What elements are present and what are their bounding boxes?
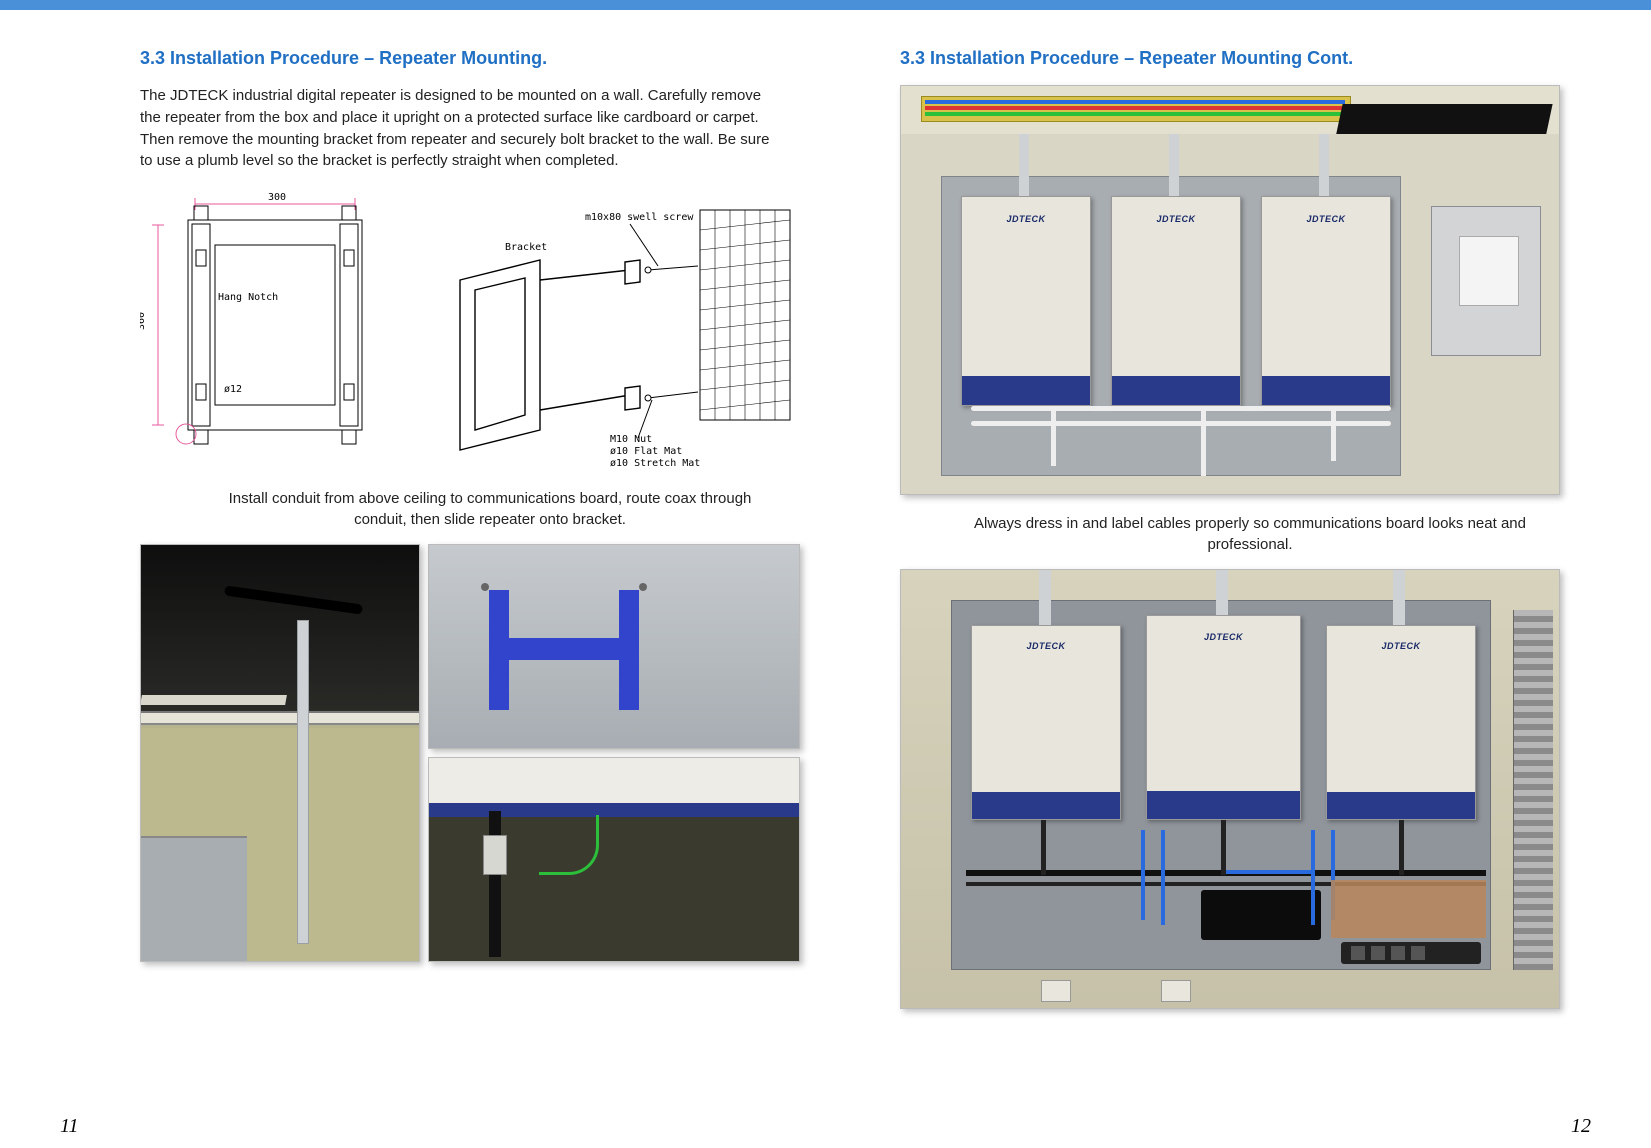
repeater-brand-2: JDTECK xyxy=(1112,214,1240,224)
page-number-left: 11 xyxy=(60,1115,79,1138)
section-heading-right: 3.3 Installation Procedure – Repeater Mo… xyxy=(900,48,1600,69)
repeater-brand-5: JDTECK xyxy=(1147,632,1300,642)
hole-dia-label: ø12 xyxy=(224,384,242,395)
photo-bracket-on-board xyxy=(428,544,800,749)
intro-paragraph: The JDTECK industrial digital repeater i… xyxy=(140,85,780,172)
photo-mounted-repeaters: JDTECK JDTECK JDTECK xyxy=(900,85,1560,495)
repeater-brand-6: JDTECK xyxy=(1327,641,1475,651)
right-caption: Always dress in and label cables properl… xyxy=(970,513,1530,555)
left-photo-grid xyxy=(140,544,800,962)
top-accent-bar xyxy=(0,0,1651,10)
bracket-label: Bracket xyxy=(505,242,547,253)
hang-notch-label: Hang Notch xyxy=(218,292,278,303)
photo-conduit-ceiling xyxy=(140,544,420,962)
repeater-brand-1: JDTECK xyxy=(962,214,1090,224)
photo-coax-connector xyxy=(428,757,800,962)
bracket-flat-diagram: 300 360 xyxy=(140,190,390,450)
bracket-iso-diagram: Bracket m10x80 swell screw Wall xyxy=(420,190,800,470)
page-number-right: 12 xyxy=(1571,1115,1591,1138)
nut-line-3: ø10 Stretch Mat xyxy=(610,458,700,469)
repeater-brand-4: JDTECK xyxy=(972,641,1120,651)
section-heading-left: 3.3 Installation Procedure – Repeater Mo… xyxy=(140,48,840,69)
page-left: 3.3 Installation Procedure – Repeater Mo… xyxy=(140,30,840,962)
photo-dressed-cables: JDTECK JDTECK JDTECK xyxy=(900,569,1560,1009)
nut-line-2: ø10 Flat Mat xyxy=(610,446,682,457)
repeater-brand-3: JDTECK xyxy=(1262,214,1390,224)
diagram-row: 300 360 xyxy=(140,190,840,470)
left-caption: Install conduit from above ceiling to co… xyxy=(210,488,770,530)
screw-label: m10x80 swell screw xyxy=(585,212,694,223)
page-right: 3.3 Installation Procedure – Repeater Mo… xyxy=(900,30,1600,1009)
dim-left-label: 360 xyxy=(140,312,147,330)
dim-top-label: 300 xyxy=(268,192,286,203)
nut-line-1: M10 Nut xyxy=(610,434,652,445)
